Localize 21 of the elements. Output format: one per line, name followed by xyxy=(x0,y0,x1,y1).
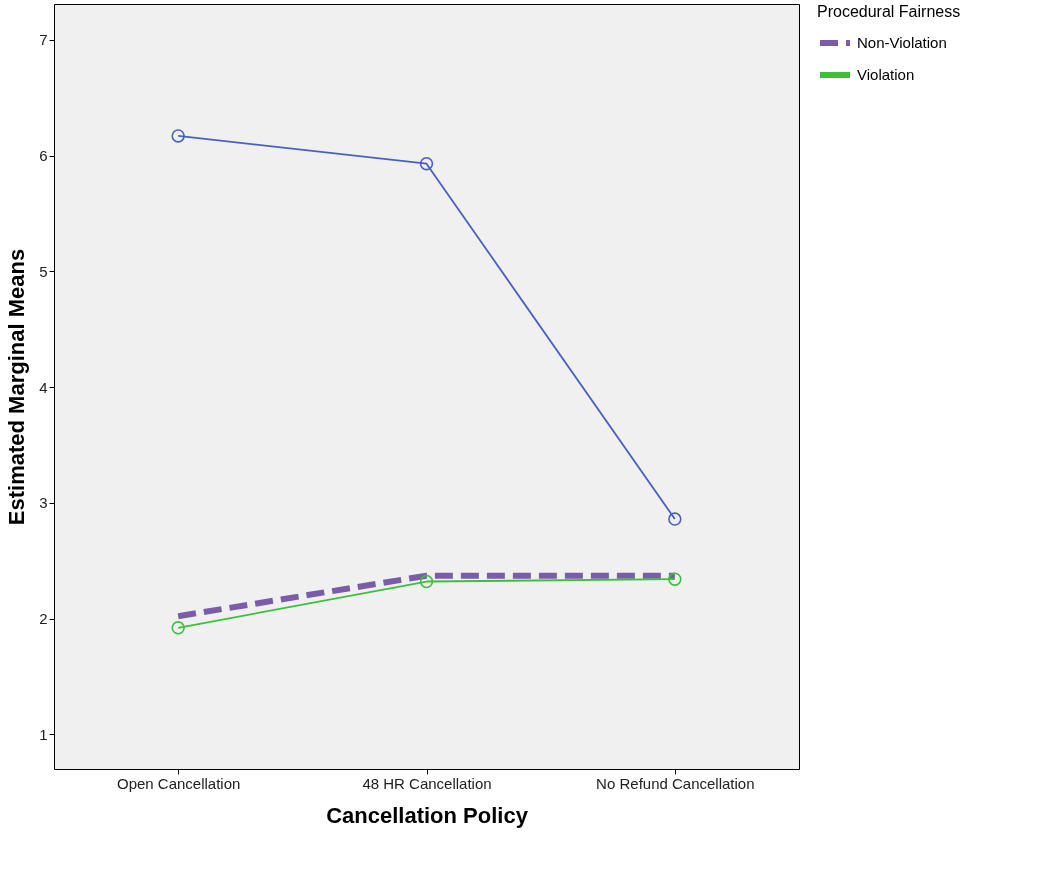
y-tick-label: 2 xyxy=(39,610,48,628)
legend-title: Procedural Fairness xyxy=(817,3,961,20)
point xyxy=(419,157,434,171)
point xyxy=(171,621,185,635)
x-axis-title: Cancellation Policy xyxy=(326,802,529,828)
y-tick-label: 7 xyxy=(39,31,48,49)
y-tick-label: 5 xyxy=(39,262,48,280)
y-tick-label: 1 xyxy=(39,725,48,743)
x-tick-label: No Refund Cancellation xyxy=(596,774,755,792)
point xyxy=(668,572,682,586)
y-tick-label: 4 xyxy=(39,378,48,396)
y-axis-title: Estimated Marginal Means xyxy=(4,248,30,526)
legend-label: Violation xyxy=(857,66,915,83)
legend-label: Non-Violation xyxy=(857,34,947,51)
y-tick-label: 6 xyxy=(39,147,48,165)
point xyxy=(668,512,682,526)
point xyxy=(171,129,185,143)
x-tick-label: Open Cancellation xyxy=(116,774,241,792)
y-tick-label: 3 xyxy=(39,494,48,512)
x-tick-label: 48 HR Cancellation xyxy=(362,774,492,792)
point xyxy=(419,574,434,589)
